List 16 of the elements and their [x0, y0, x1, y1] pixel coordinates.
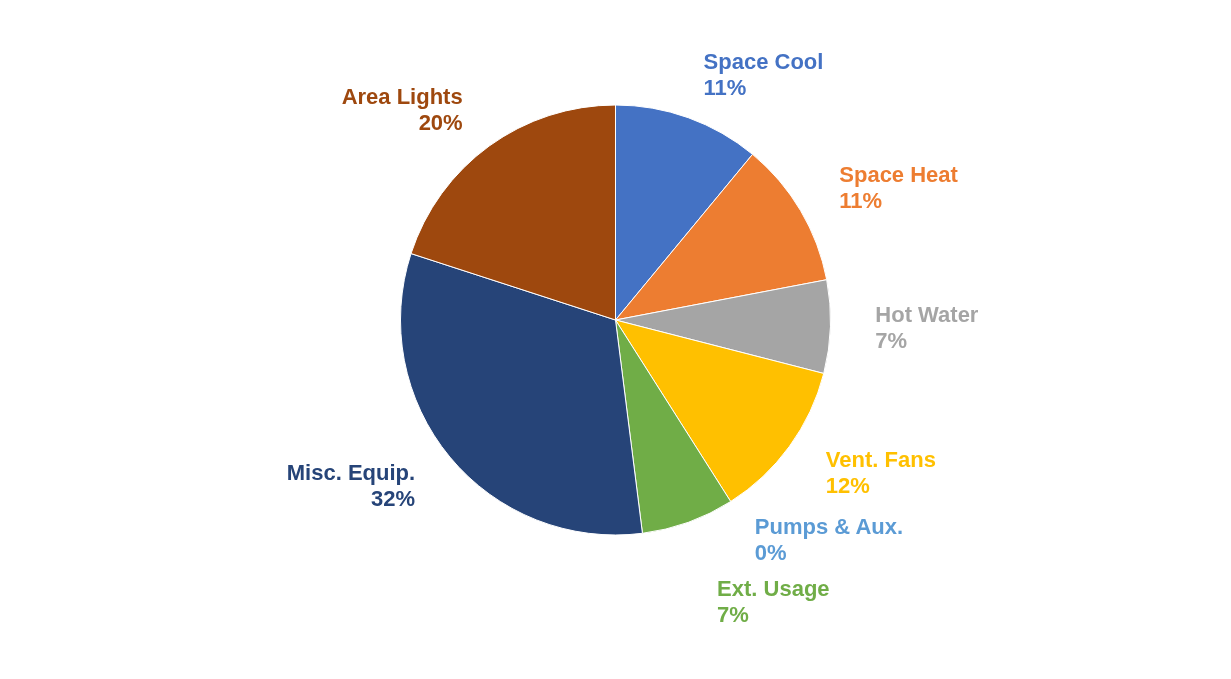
text: 0%: [754, 539, 787, 565]
slice-label: Space Cool: [703, 49, 824, 75]
slice-label: Misc. Equip.: [286, 459, 416, 485]
slice-label: Vent. Fans: [825, 446, 936, 472]
slice-label: Ext. Usage: [717, 576, 830, 602]
data-label: 12%: [825, 472, 870, 498]
data-label: 7%: [875, 328, 908, 354]
slice-label: Space Heat: [839, 161, 959, 187]
slice-label: Area Lights: [341, 83, 463, 109]
data-label: 11%: [703, 75, 747, 101]
category-label: Pumps & Aux.: [754, 513, 904, 539]
slice-label: Hot Water: [875, 302, 979, 328]
data-label: 20%: [418, 109, 463, 135]
data-label: 32%: [371, 485, 416, 511]
data-label: 11%: [839, 187, 883, 213]
data-label: 7%: [717, 602, 749, 628]
